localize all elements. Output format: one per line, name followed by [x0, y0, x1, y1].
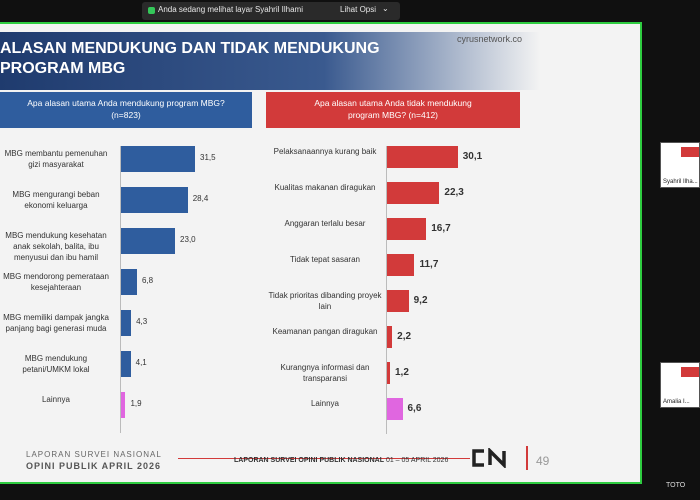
bar-value-label: 4,1 — [135, 358, 147, 367]
left-question-n: (n=823) — [111, 110, 141, 120]
bar-category-label: MBG mendukung kesehatan anak sekolah, ba… — [5, 231, 107, 262]
bar — [121, 269, 137, 295]
left-question-text: Apa alasan utama Anda mendukung program … — [27, 98, 225, 108]
bar-value-label: 6,6 — [407, 403, 422, 414]
corner-label: TOTO — [666, 482, 686, 489]
bar-category-label: Kualitas makanan diragukan — [274, 183, 376, 192]
slide-title-line2: PROGRAM MBG — [0, 60, 126, 77]
footer-report-label: LAPORAN SURVEI OPINI PUBLIK NASIONAL 01 … — [234, 457, 448, 464]
footer-report-title: LAPORAN SURVEI NASIONAL — [26, 450, 162, 459]
bar-category-label: Kurangnya informasi dan transparansi — [280, 363, 370, 383]
bar-value-label: 31,5 — [200, 153, 216, 162]
bar-value-label: 16,7 — [431, 223, 451, 234]
thumbnail-slide-header — [681, 147, 699, 157]
bar-category-label: MBG mendukung petani/UMKM lokal — [22, 354, 90, 374]
bar — [121, 187, 188, 213]
participant-thumbnail[interactable]: Syahril Ilha... — [660, 142, 700, 188]
page-separator — [526, 446, 528, 470]
bar-value-label: 6,8 — [141, 276, 154, 285]
share-indicator-icon — [148, 7, 155, 14]
bar — [387, 362, 390, 384]
presentation-slide: ALASAN MENDUKUNG DAN TIDAK MENDUKUNG PRO… — [0, 22, 642, 484]
right-question-box: Apa alasan utama Anda tidak mendukung pr… — [266, 92, 520, 128]
bar-value-label: 4,3 — [136, 317, 148, 326]
bar-value-label: 9,2 — [413, 295, 428, 306]
bar-category-label: Pelaksanaannya kurang baik — [273, 147, 377, 156]
bar-category-label: Tidak tepat sasaran — [290, 255, 360, 264]
thumbnail-slide-header — [681, 367, 699, 377]
screen-share-topbar: Anda sedang melihat layar Syahril Ilhami… — [0, 0, 700, 22]
footer-report-bold: LAPORAN SURVEI OPINI PUBLIK NASIONAL — [234, 457, 384, 464]
bar — [121, 392, 126, 418]
bar-category-label: Tidak prioritas dibanding proyek lain — [268, 291, 382, 311]
page-number: 49 — [536, 454, 550, 468]
chart-axis — [120, 146, 121, 433]
bar-category-label: Anggaran terlalu besar — [284, 219, 366, 228]
footer-divider — [178, 458, 478, 459]
bar-category-label: MBG mendorong pemerataan kesejahteraan — [3, 272, 109, 292]
bar-category-label: Lainnya — [41, 395, 71, 404]
right-question-text: Apa alasan utama Anda tidak mendukung — [314, 98, 472, 108]
bar — [387, 182, 440, 204]
bar-value-label: 1,9 — [130, 399, 142, 408]
bar — [121, 310, 132, 336]
bar-value-label: 22,3 — [444, 187, 464, 198]
bar-category-label: MBG membantu pemenuhan gizi masyarakat — [4, 149, 108, 169]
cyrus-logo-icon — [470, 448, 514, 468]
banner-text: Anda sedang melihat layar Syahril Ilhami — [158, 5, 303, 14]
bar — [387, 398, 403, 420]
bar-category-label: MBG memiliki dampak jangka panjang bagi … — [3, 313, 109, 333]
chevron-down-icon[interactable]: ⌄ — [382, 4, 389, 13]
website-label: cyrusnetwork.co — [457, 34, 523, 44]
bar — [387, 290, 409, 312]
participant-name: Amalia I... — [663, 399, 690, 405]
footer-report-dates: 01 – 05 APRIL 2026 — [384, 457, 449, 464]
bar-value-label: 1,2 — [395, 367, 409, 378]
left-question-box: Apa alasan utama Anda mendukung program … — [0, 92, 252, 128]
slide-title-line1: ALASAN MENDUKUNG DAN TIDAK MENDUKUNG — [0, 40, 380, 57]
bar-category-label: Lainnya — [310, 399, 340, 408]
bar — [121, 351, 131, 377]
bar — [387, 218, 427, 240]
right-question-text2: program MBG? (n=412) — [348, 110, 438, 120]
bar-value-label: 23,0 — [180, 235, 196, 244]
footer-report-subtitle: OPINI PUBLIK APRIL 2026 — [26, 461, 162, 471]
bar — [387, 326, 393, 348]
slide-title-band: ALASAN MENDUKUNG DAN TIDAK MENDUKUNG PRO… — [0, 32, 540, 90]
chart-axis — [386, 146, 387, 434]
bar-category-label: MBG mengurangi beban ekonomi keluarga — [12, 190, 100, 210]
bar — [387, 254, 415, 276]
screen-share-banner: Anda sedang melihat layar Syahril Ilhami… — [142, 2, 400, 20]
bar-category-label: Keamanan pangan diragukan — [272, 327, 378, 336]
participant-name: Syahril Ilha... — [663, 179, 698, 185]
bar-value-label: 30,1 — [462, 151, 483, 162]
bar-value-label: 28,4 — [192, 194, 209, 203]
view-options-button[interactable]: Lihat Opsi — [340, 5, 377, 14]
bar-value-label: 2,2 — [397, 331, 412, 342]
bar — [121, 228, 176, 254]
participant-thumbnail[interactable]: Amalia I... — [660, 362, 700, 408]
bar-value-label: 11,7 — [419, 259, 439, 270]
bar — [387, 146, 458, 168]
bar — [121, 146, 196, 172]
